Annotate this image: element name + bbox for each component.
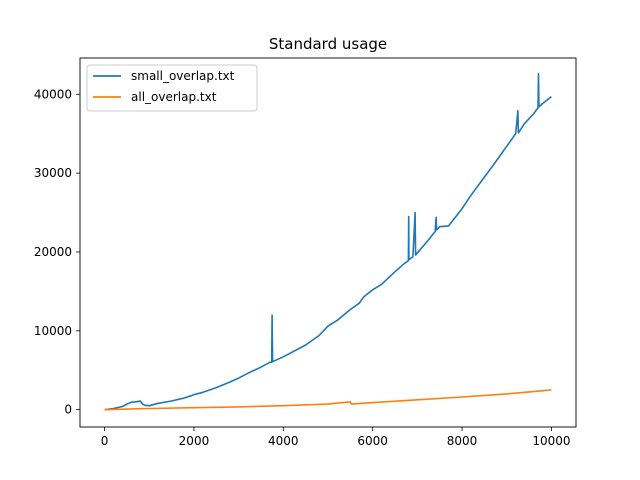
legend: small_overlap.txt all_overlap.txt [86, 64, 258, 112]
y-tick-label: 40000 [34, 87, 72, 101]
plot-area [104, 73, 552, 411]
series-line-0 [104, 73, 552, 411]
y-tick-label: 20000 [34, 245, 72, 259]
x-tick-label: 2000 [179, 434, 210, 448]
x-tick-label: 4000 [268, 434, 299, 448]
axes: 0 2000 4000 6000 8000 10000 0 10000 20000 30000 40… [34, 57, 577, 448]
x-tick-label: 10000 [532, 434, 570, 448]
legend-label: all_overlap.txt [131, 90, 217, 104]
y-tick-label: 0 [64, 403, 72, 417]
y-tick-label: 30000 [34, 166, 72, 180]
legend-box [86, 64, 258, 112]
chart-title: Standard usage [269, 35, 387, 53]
axes-frame [79, 57, 577, 428]
x-tick-label: 0 [101, 434, 109, 448]
legend-label: small_overlap.txt [131, 69, 235, 83]
series-line-1 [104, 389, 552, 411]
x-tick-label: 6000 [357, 434, 388, 448]
y-tick-label: 10000 [34, 324, 72, 338]
x-tick-label: 8000 [447, 434, 478, 448]
